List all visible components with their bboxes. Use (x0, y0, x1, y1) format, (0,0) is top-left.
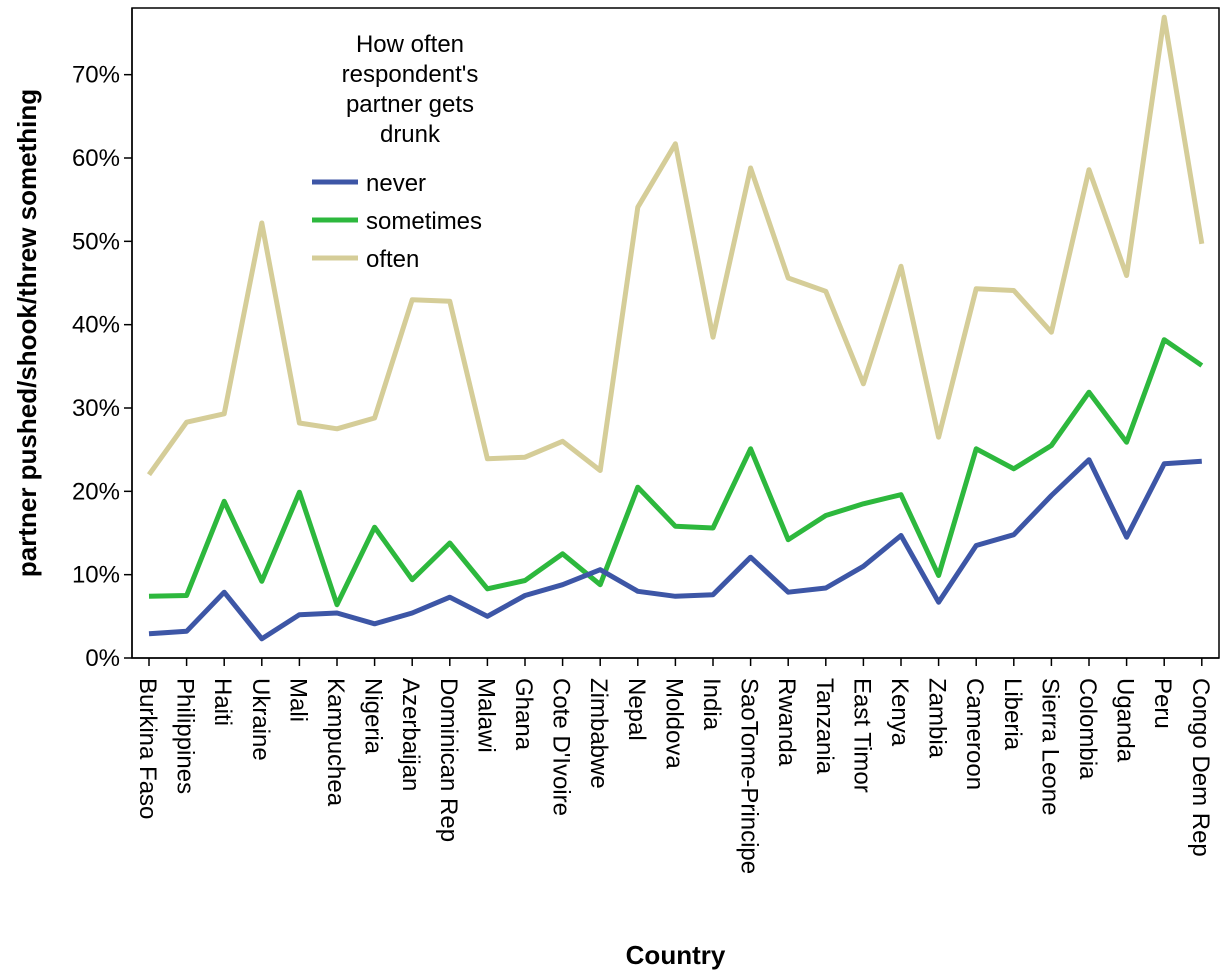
y-tick-label: 10% (72, 562, 120, 589)
series-line-sometimes (148, 337, 1204, 608)
y-tick-label: 70% (72, 62, 120, 89)
y-tick-label: 0% (85, 645, 120, 672)
x-tick-label: Zimbabwe (585, 678, 612, 789)
x-tick-label: Philippines (172, 678, 199, 794)
legend-title-line: How often (356, 31, 464, 58)
legend-label-sometimes: sometimes (366, 208, 482, 235)
x-tick-label: Cameroon (961, 678, 988, 790)
y-tick-label: 40% (72, 312, 120, 339)
legend-title-line: drunk (380, 121, 441, 148)
x-tick-label: Cote D'Ivoire (548, 678, 575, 816)
x-tick-label: East Timor (848, 678, 875, 793)
x-tick-label: Moldova (660, 678, 687, 769)
x-tick-label: Tanzania (811, 678, 838, 775)
plot-frame (131, 7, 1220, 659)
y-tick-label: 60% (72, 145, 120, 172)
y-axis-title: partner pushed/shook/threw something (12, 89, 42, 577)
y-tick-label: 20% (72, 478, 120, 505)
x-tick-label: Peru (1149, 678, 1176, 729)
plot-area (131, 7, 1220, 659)
x-tick-label: Nepal (623, 678, 650, 741)
x-tick-label: Uganda (1112, 678, 1139, 763)
y-tick-label: 30% (72, 395, 120, 422)
x-tick-label: Mali (284, 678, 311, 722)
legend-title-line: partner gets (346, 91, 474, 118)
x-tick-label: Ukraine (247, 678, 274, 761)
x-tick-label: India (698, 678, 725, 731)
x-tick-label: Congo Dem Rep (1187, 678, 1214, 857)
axes (131, 8, 1219, 659)
legend: How often respondent's partner gets drun… (312, 31, 482, 273)
y-axis-ticks: 0% 10% 20% 30% 40% 50% 60% 70% (72, 62, 132, 672)
x-tick-label: Sierra Leone (1036, 678, 1063, 815)
x-tick-label: Rwanda (773, 678, 800, 767)
legend-label-often: often (366, 246, 419, 273)
series-layer (146, 14, 1205, 642)
legend-label-never: never (366, 170, 426, 197)
x-tick-label: Liberia (999, 678, 1026, 751)
x-tick-label: Kenya (886, 678, 913, 747)
x-tick-label: Malawi (472, 678, 499, 753)
x-tick-label: Ghana (510, 678, 537, 751)
x-tick-label: Kampuchea (322, 678, 349, 807)
y-tick-label: 50% (72, 228, 120, 255)
x-tick-label: Burkina Faso (134, 678, 161, 819)
series-line-often (146, 14, 1205, 477)
x-tick-label: Nigeria (360, 678, 387, 755)
x-tick-label: Dominican Rep (435, 678, 462, 842)
x-axis-title: Country (626, 940, 726, 970)
x-tick-label: Azerbaijan (397, 678, 424, 791)
x-tick-label: Haiti (209, 678, 236, 726)
series-line-never (148, 457, 1202, 642)
x-tick-label: Zambia (924, 678, 951, 759)
x-tick-label: SaoTome-Principe (736, 678, 763, 874)
x-axis-ticks: Burkina Faso Philippines Haiti Ukraine Mali K… (134, 658, 1214, 874)
x-tick-label: Colombia (1074, 678, 1101, 780)
legend-title-line: respondent's (342, 61, 479, 88)
legend-items: never sometimes often (312, 170, 482, 273)
